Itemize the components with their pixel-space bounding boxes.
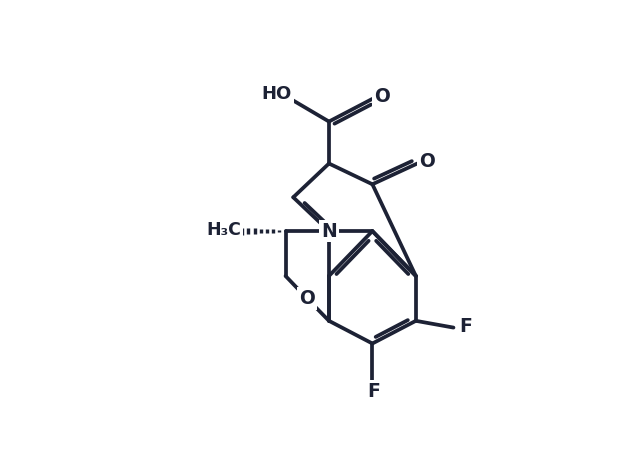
Text: H₃C: H₃C [206, 221, 241, 239]
Text: HO: HO [262, 85, 292, 103]
Text: F: F [367, 382, 380, 401]
Text: F: F [459, 317, 472, 336]
Text: O: O [374, 87, 390, 106]
Text: N: N [321, 221, 337, 241]
Text: O: O [300, 289, 315, 308]
Text: O: O [419, 152, 435, 171]
